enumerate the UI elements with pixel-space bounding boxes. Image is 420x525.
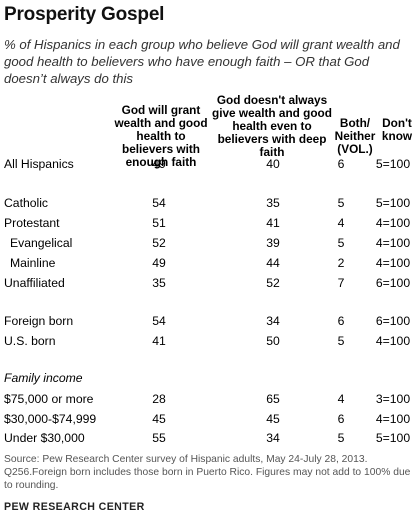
cell-all-hispanics-grant: 49 bbox=[152, 157, 166, 171]
cell-catholic-not-always: 35 bbox=[266, 196, 280, 210]
column-header-grant: God will grant wealth and good health to… bbox=[114, 103, 208, 169]
row-label-unaffiliated: Unaffiliated bbox=[4, 276, 65, 290]
row-label-30000-74999: $30,000-$74,999 bbox=[4, 412, 97, 426]
row-label-catholic: Catholic bbox=[4, 196, 49, 210]
cell-protestant-dont-know: 4=100 bbox=[375, 216, 411, 230]
cell-unaffiliated-both: 7 bbox=[337, 276, 345, 290]
cell-catholic-both: 5 bbox=[337, 196, 345, 210]
cell-all-hispanics-both: 6 bbox=[337, 157, 345, 171]
cell-protestant-not-always: 41 bbox=[266, 216, 280, 230]
cell-unaffiliated-grant: 35 bbox=[152, 276, 166, 290]
cell-foreign-born-dont-know: 6=100 bbox=[375, 314, 411, 328]
cell-us-born-not-always: 50 bbox=[266, 334, 280, 348]
row-label-all-hispanics: All Hispanics bbox=[4, 157, 74, 171]
cell-unaffiliated-dont-know: 6=100 bbox=[375, 276, 411, 290]
cell-us-born-dont-know: 4=100 bbox=[375, 334, 411, 348]
cell-catholic-grant: 54 bbox=[152, 196, 166, 210]
row-label-foreign-born: Foreign born bbox=[4, 314, 74, 328]
cell-75000-dont-know: 3=100 bbox=[375, 392, 411, 406]
cell-30000-74999-dont-know: 4=100 bbox=[375, 412, 411, 426]
cell-under-30000-both: 5 bbox=[337, 431, 345, 445]
cell-30000-74999-not-always: 45 bbox=[266, 412, 280, 426]
chart-title: Prosperity Gospel bbox=[4, 4, 165, 25]
cell-mainline-both: 2 bbox=[337, 256, 345, 270]
pew-logo: PEW RESEARCH CENTER bbox=[4, 501, 145, 513]
cell-evangelical-both: 5 bbox=[337, 236, 345, 250]
column-header-dont-know: Don't know bbox=[381, 116, 413, 143]
cell-mainline-grant: 49 bbox=[152, 256, 166, 270]
cell-75000-both: 4 bbox=[337, 392, 345, 406]
column-header-both-neither: Both/ Neither (VOL.) bbox=[334, 116, 376, 156]
cell-evangelical-grant: 52 bbox=[152, 236, 166, 250]
row-label-under-30000: Under $30,000 bbox=[4, 431, 85, 445]
row-label-evangelical: Evangelical bbox=[10, 236, 73, 250]
cell-protestant-grant: 51 bbox=[152, 216, 166, 230]
row-label-mainline: Mainline bbox=[10, 256, 56, 270]
cell-under-30000-not-always: 34 bbox=[266, 431, 280, 445]
cell-us-born-both: 5 bbox=[337, 334, 345, 348]
cell-foreign-born-grant: 54 bbox=[152, 314, 166, 328]
cell-mainline-dont-know: 4=100 bbox=[375, 256, 411, 270]
cell-unaffiliated-not-always: 52 bbox=[266, 276, 280, 290]
column-header-not-always: God doesn't always give wealth and good … bbox=[212, 93, 332, 159]
cell-evangelical-dont-know: 4=100 bbox=[375, 236, 411, 250]
cell-30000-74999-grant: 45 bbox=[152, 412, 166, 426]
cell-catholic-dont-know: 5=100 bbox=[375, 196, 411, 210]
section-label-family-income: Family income bbox=[4, 371, 83, 385]
chart-subtitle: % of Hispanics in each group who believe… bbox=[4, 37, 400, 86]
cell-under-30000-dont-know: 5=100 bbox=[375, 431, 411, 445]
cell-all-hispanics-dont-know: 5=100 bbox=[375, 157, 411, 171]
cell-us-born-grant: 41 bbox=[152, 334, 166, 348]
cell-all-hispanics-not-always: 40 bbox=[266, 157, 280, 171]
source-note: Source: Pew Research Center survey of Hi… bbox=[4, 454, 411, 491]
cell-75000-grant: 28 bbox=[152, 392, 166, 406]
cell-foreign-born-both: 6 bbox=[337, 314, 345, 328]
row-label-protestant: Protestant bbox=[4, 216, 60, 230]
row-label-75000-or-more: $75,000 or more bbox=[4, 392, 94, 406]
cell-evangelical-not-always: 39 bbox=[266, 236, 280, 250]
data-table: God will grant wealth and good health to… bbox=[4, 0, 418, 525]
cell-foreign-born-not-always: 34 bbox=[266, 314, 280, 328]
cell-under-30000-grant: 55 bbox=[152, 431, 166, 445]
cell-mainline-not-always: 44 bbox=[266, 256, 280, 270]
cell-30000-74999-both: 6 bbox=[337, 412, 345, 426]
cell-75000-not-always: 65 bbox=[266, 392, 280, 406]
cell-protestant-both: 4 bbox=[337, 216, 345, 230]
row-label-us-born: U.S. born bbox=[4, 334, 56, 348]
